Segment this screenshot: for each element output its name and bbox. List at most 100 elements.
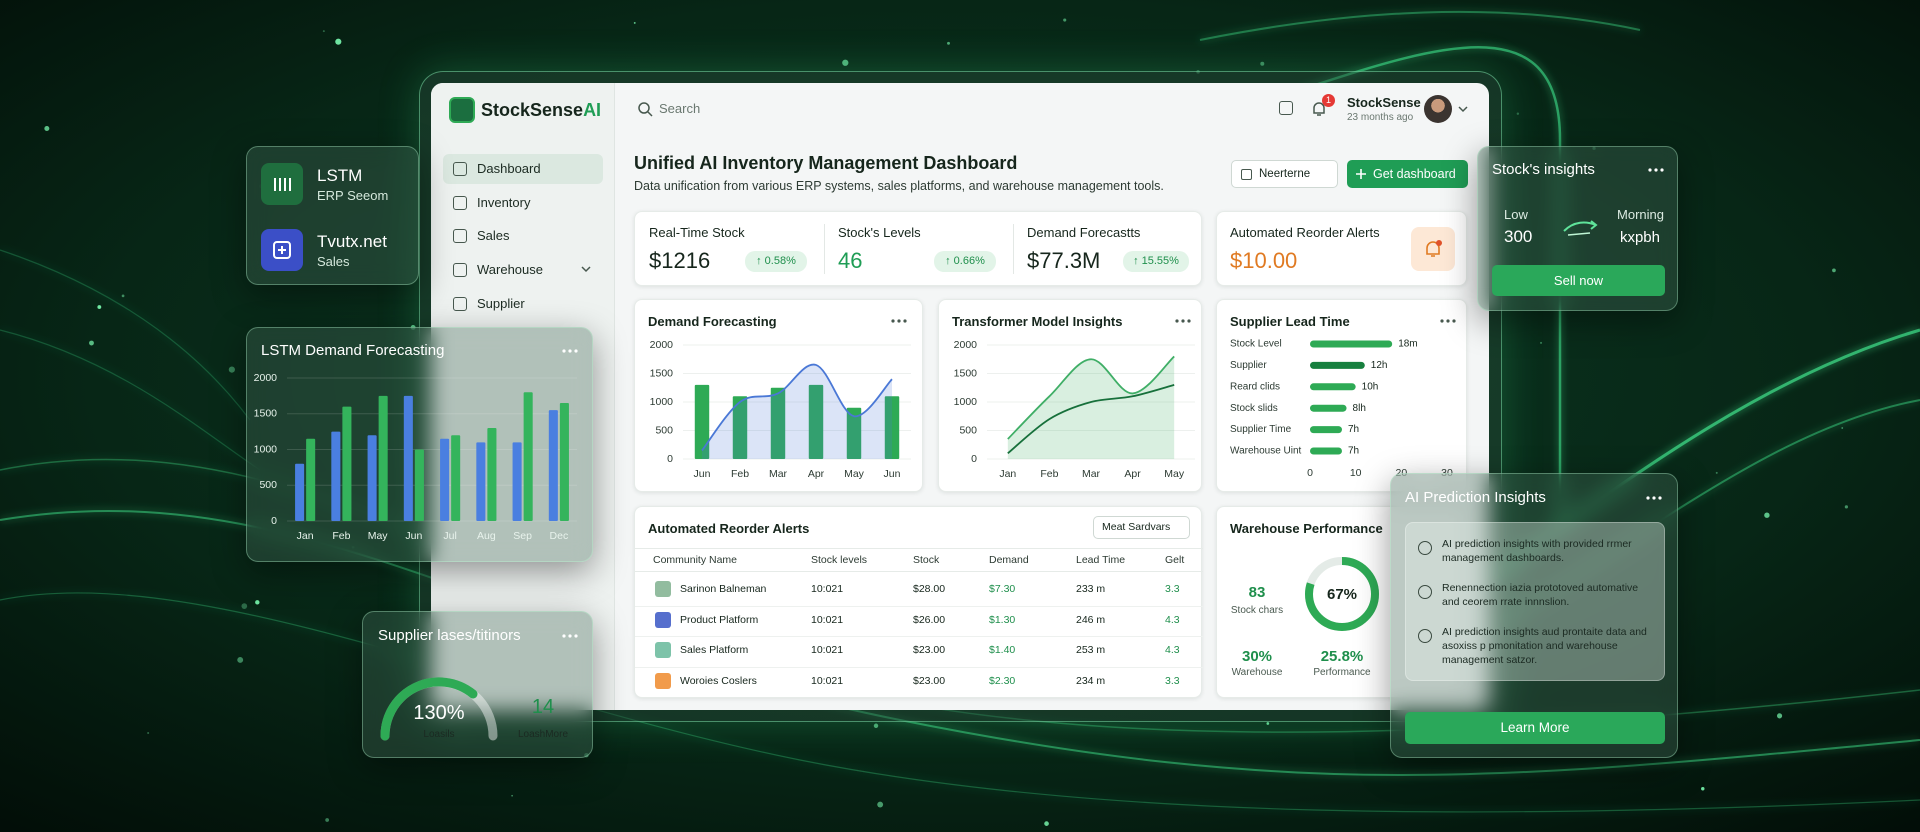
row-divider — [635, 636, 1203, 637]
more-menu[interactable] — [561, 347, 579, 355]
x-tick-label: Jun — [405, 530, 422, 542]
learn-more-button[interactable]: Learn More — [1405, 712, 1665, 744]
more-menu[interactable] — [561, 632, 579, 640]
lstm-forecast-card: LSTM Demand Forecasting 0 500 1000 1500 2000 J… — [246, 327, 593, 562]
card-title: Demand Forecasting — [648, 314, 777, 329]
value-label: 10h — [1362, 381, 1379, 392]
table-filter[interactable]: Meat Sardvars — [1093, 516, 1190, 539]
nav-icon — [453, 263, 467, 278]
x-tick-label: Mar — [769, 468, 788, 480]
user-name: StockSense — [1347, 95, 1421, 110]
bar — [523, 392, 533, 521]
prediction-text: Renennection iazia prototoved automative… — [1442, 582, 1639, 608]
filter-label: Meat Sardvars — [1102, 521, 1171, 533]
bar — [1310, 447, 1342, 455]
stat-divider — [824, 224, 825, 274]
row-divider — [635, 605, 1203, 607]
table-cell: $7.30 — [989, 583, 1016, 595]
more-menu[interactable] — [1174, 317, 1192, 325]
table-cell: $23.00 — [913, 644, 946, 656]
particle — [1764, 512, 1770, 518]
particle — [97, 305, 102, 309]
row-icon — [655, 581, 671, 597]
metric-value: 30% — [1241, 648, 1273, 665]
column-header[interactable]: Community Name — [653, 554, 738, 566]
particle — [1701, 787, 1705, 791]
column-header[interactable]: Stock levels — [811, 554, 868, 566]
nav-item[interactable]: Dashboard — [443, 154, 603, 184]
alert-icon — [1411, 227, 1455, 271]
search-icon — [638, 102, 653, 117]
table-cell: 246 m — [1076, 613, 1106, 626]
select-label: Neerterne — [1259, 168, 1311, 180]
get-dashboard-button[interactable]: Get dashboard — [1347, 160, 1468, 188]
alert-value: $10.00 — [1230, 248, 1298, 273]
glyph — [273, 241, 291, 259]
category-label: Supplier Time — [1230, 424, 1292, 435]
x-tick-label: May — [844, 468, 865, 480]
table-cell: $28.00 — [913, 583, 946, 595]
y-tick-label: 2000 — [254, 372, 278, 384]
y-tick-label: 500 — [259, 479, 277, 491]
calendar-button[interactable] — [1279, 101, 1293, 115]
column-header[interactable]: Stock — [913, 554, 940, 566]
reorder-alert-card: Automated Reorder Alerts $10.00 — [1216, 211, 1467, 286]
y-tick-label: 1000 — [954, 396, 978, 408]
metric-value: 25.8% — [1320, 648, 1364, 665]
value-label: 7h — [1348, 424, 1359, 435]
more-menu[interactable] — [1647, 166, 1665, 174]
table-cell: 4.3 — [1165, 644, 1180, 656]
source-icon — [261, 229, 303, 271]
card-title: AI Prediction Insights — [1405, 489, 1546, 506]
reorder-table-card: Automated Reorder Alerts Meat Sardvars Com… — [634, 506, 1203, 698]
menu-dot — [574, 349, 578, 353]
particle — [89, 340, 94, 346]
menu-dot — [568, 634, 572, 638]
nav-item[interactable]: Warehouse — [443, 255, 603, 285]
row-divider — [635, 666, 1203, 668]
bar — [342, 406, 352, 521]
table-cell: Woroies Coslers — [680, 674, 757, 687]
stat-change: ↑ 15.55% — [1123, 251, 1189, 272]
search-glass — [638, 102, 650, 114]
column-header[interactable]: Demand — [989, 554, 1029, 566]
avatar[interactable] — [1424, 95, 1452, 123]
bar — [770, 387, 786, 459]
x-tick-label: Aug — [477, 530, 496, 542]
stat-label: Demand Forecastts — [1027, 225, 1141, 240]
table-cell: 4.3 — [1165, 613, 1180, 626]
line — [1007, 355, 1175, 440]
row-icon — [655, 611, 671, 628]
more-menu[interactable] — [1645, 494, 1663, 502]
x-tick-label: Apr — [1124, 468, 1141, 480]
bar — [476, 442, 486, 521]
notification-button[interactable] — [1311, 100, 1327, 118]
table-header-bg — [635, 548, 1203, 572]
sell-button[interactable]: Sell now — [1492, 265, 1665, 296]
more-menu[interactable] — [1439, 317, 1457, 325]
bell-icon — [1313, 102, 1325, 116]
card-title: Automated Reorder Alerts — [1230, 225, 1380, 240]
column-header[interactable]: Gelt — [1165, 554, 1185, 566]
nav-label: Sales — [477, 228, 510, 244]
particle — [1841, 427, 1844, 429]
search-input[interactable]: Search — [659, 101, 701, 116]
particle — [511, 794, 513, 797]
plus-path — [1356, 169, 1366, 179]
y-tick-label: 1500 — [650, 367, 674, 379]
menu-dot — [1175, 319, 1179, 323]
x-tick-label: 20 — [1395, 467, 1407, 479]
particle — [1715, 471, 1718, 474]
more-menu[interactable] — [890, 317, 908, 325]
menu-dot — [1646, 496, 1650, 500]
nav-item[interactable]: Sales — [443, 221, 603, 251]
alert-bell — [1426, 240, 1442, 257]
demand-chart: 0 500 1000 1500 2000 Jun Feb Mar Apr May Jun — [650, 339, 911, 480]
source-glyph — [273, 241, 291, 259]
period-select[interactable]: Neerterne — [1231, 160, 1338, 188]
nav-item[interactable]: Inventory — [443, 188, 603, 218]
category-label: Supplier — [1230, 360, 1267, 371]
user-menu-chevron — [1458, 106, 1468, 113]
nav-item[interactable]: Supplier — [443, 289, 603, 319]
column-header[interactable]: Lead Time — [1076, 554, 1126, 566]
